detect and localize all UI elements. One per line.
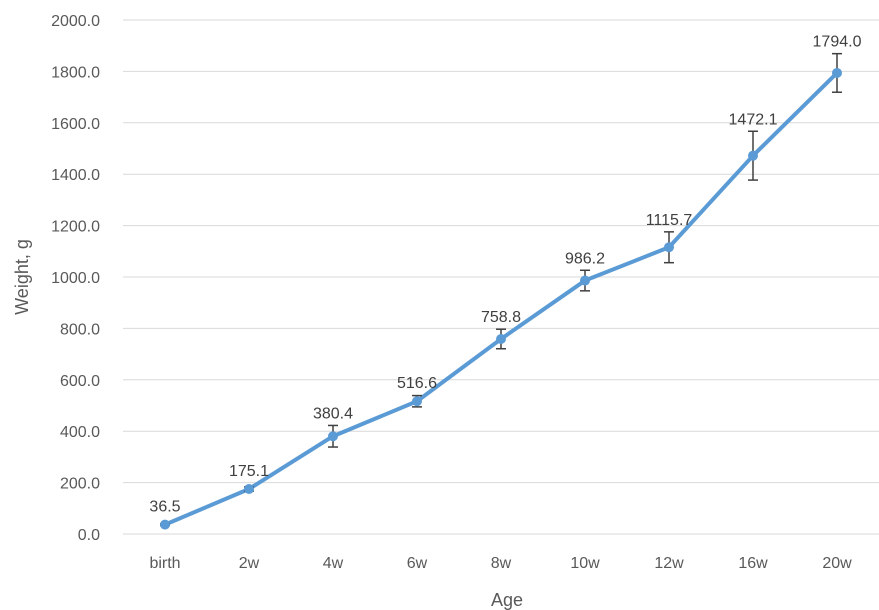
y-tick-label: 800.0	[60, 321, 100, 338]
data-labels: 36.5 175.1 380.4 516.6 758.8 986.2 1115.7 1472.…	[149, 34, 861, 516]
gridlines	[123, 19, 879, 535]
data-label: 986.2	[565, 250, 605, 267]
x-tick-label: 16w	[738, 555, 768, 572]
x-tick-label: 6w	[407, 555, 428, 572]
x-tick-label: 4w	[323, 555, 344, 572]
x-tick-label: 8w	[491, 555, 512, 572]
data-label: 1794.0	[813, 34, 862, 51]
y-tick-label: 2000.0	[51, 13, 100, 30]
data-point	[328, 431, 338, 442]
y-tick-label: 1000.0	[51, 270, 100, 287]
x-axis-ticks: birth 2w 4w 6w 8w 10w 12w 16w 20w	[149, 555, 852, 572]
data-label: 1472.1	[729, 111, 778, 128]
data-label: 36.5	[149, 499, 180, 516]
data-point	[664, 242, 674, 253]
data-label: 380.4	[313, 405, 353, 422]
y-tick-label: 1400.0	[51, 167, 100, 184]
data-label: 516.6	[397, 375, 437, 392]
data-point	[160, 519, 170, 530]
y-tick-label: 200.0	[60, 476, 100, 493]
y-tick-label: 1200.0	[51, 219, 100, 236]
x-tick-label: 10w	[570, 555, 600, 572]
data-point	[496, 333, 506, 344]
x-tick-label: 2w	[239, 555, 260, 572]
data-label: 758.8	[481, 309, 521, 326]
series-line	[163, 70, 839, 527]
x-tick-label: birth	[149, 555, 180, 572]
y-axis-title: Weight, g	[12, 239, 32, 315]
y-tick-label: 1600.0	[51, 116, 100, 133]
y-tick-label: 0.0	[78, 527, 100, 544]
y-tick-label: 600.0	[60, 373, 100, 390]
y-tick-label: 400.0	[60, 424, 100, 441]
data-point	[412, 396, 422, 407]
data-point	[244, 483, 254, 494]
series-weight	[163, 70, 839, 527]
data-label: 175.1	[229, 463, 269, 480]
data-point	[748, 150, 758, 161]
y-tick-label: 1800.0	[51, 64, 100, 81]
y-axis-ticks: 0.0 200.0 400.0 600.0 800.0 1000.0 1200.0 1400.…	[51, 13, 100, 544]
data-points	[160, 67, 842, 530]
x-tick-label: 20w	[822, 555, 852, 572]
x-axis-title: Age	[491, 590, 523, 610]
data-point	[580, 275, 590, 286]
data-label: 1115.7	[646, 212, 693, 229]
x-tick-label: 12w	[654, 555, 684, 572]
data-point	[832, 67, 842, 78]
